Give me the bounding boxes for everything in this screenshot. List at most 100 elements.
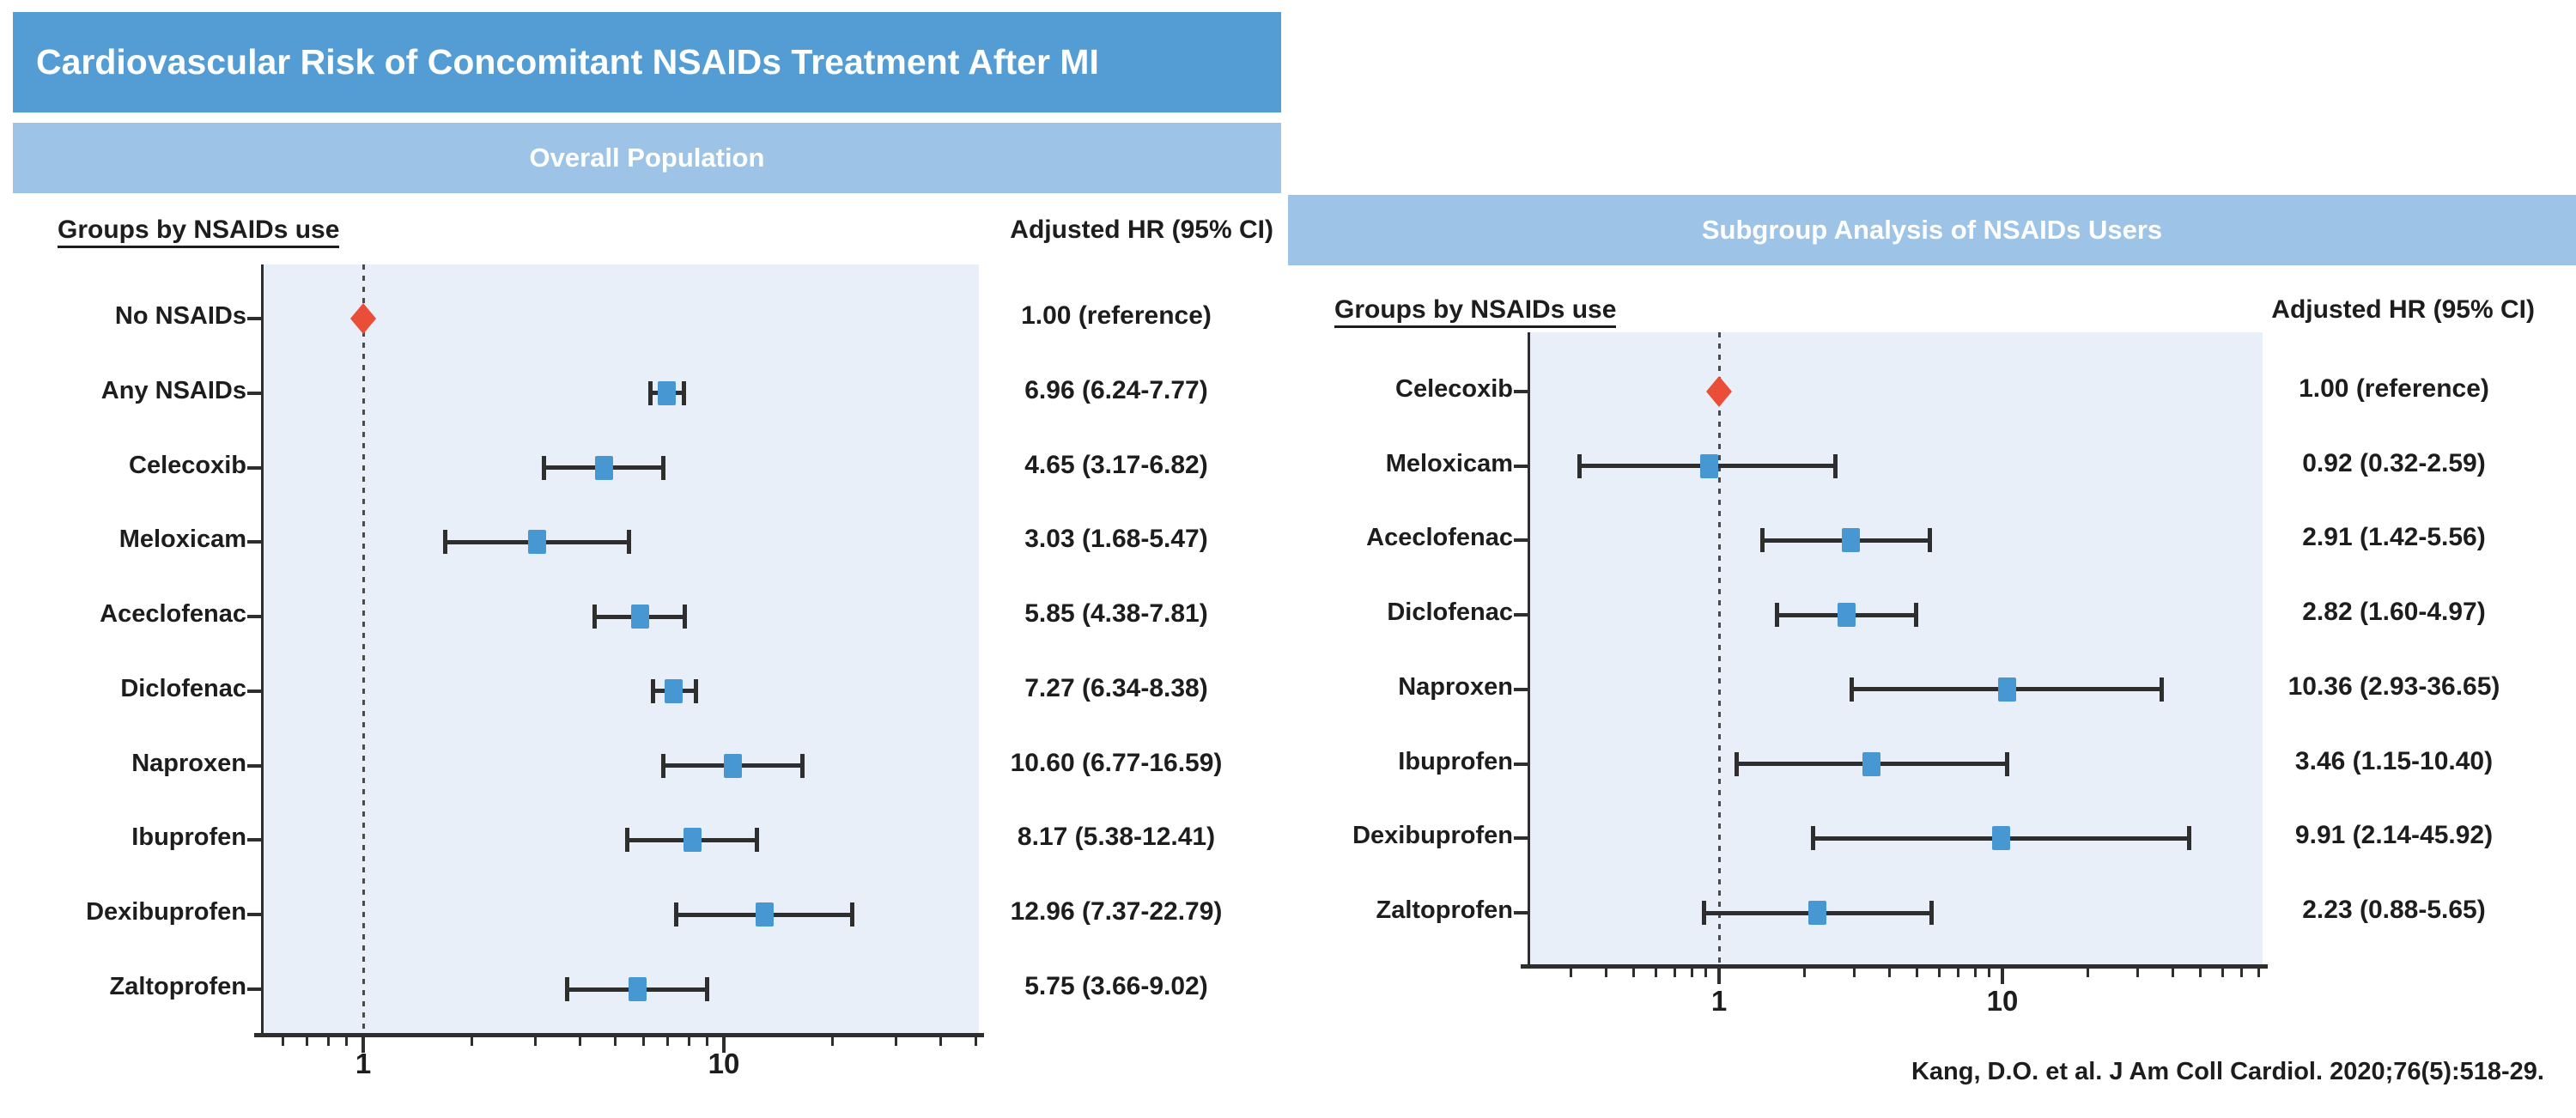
hr-value: 0.92 (0.32-2.59) [2302,448,2486,477]
ci-cap-right [1927,528,1932,553]
x-minor-tick [282,1037,285,1046]
hr-value: 1.00 (reference) [2299,374,2489,403]
x-major-tick [722,1037,726,1053]
row-label: Any NSAIDs [100,376,246,404]
category-tick [1514,836,1528,841]
x-minor-tick [666,1037,670,1046]
category-tick [1514,464,1528,468]
x-minor-tick [1690,969,1693,977]
hr-marker [683,828,702,853]
ci-cap-left [1760,528,1765,553]
ci-cap-left [1735,751,1740,776]
category-tick [247,615,261,619]
category-tick [1514,762,1528,766]
reference-line [361,264,365,1033]
category-tick [247,763,261,768]
category-tick [247,838,261,842]
hr-marker [1699,453,1718,478]
x-minor-tick [1852,969,1856,977]
ci-cap-left [1850,677,1855,702]
x-minor-tick [1938,969,1941,977]
ci-cap-left [564,977,569,1001]
x-minor-tick [1888,969,1892,977]
row-label: Celecoxib [129,451,246,479]
x-minor-tick [687,1037,690,1046]
row-label: Celecoxib [1395,375,1513,403]
hr-marker [658,380,677,405]
ci-cap-left [1577,453,1582,478]
panel-header-subgroup-label: Subgroup Analysis of NSAIDs Users [1701,215,2163,245]
ci-cap-right [1833,453,1838,478]
ci-cap-right [755,828,760,853]
x-axis-tick-label: 1 [355,1048,372,1079]
x-axis-tick-label: 10 [1986,985,2019,1017]
x-minor-tick [1704,969,1708,977]
category-tick [1514,390,1528,393]
hr-marker [1862,751,1881,776]
x-minor-tick [1632,969,1636,977]
ci-cap-left [647,380,653,405]
hr-value: 8.17 (5.38-12.41) [1017,823,1216,852]
ci-cap-right [1913,603,1918,628]
hr-marker [1841,528,1860,553]
row-label: Naproxen [1398,672,1513,701]
x-minor-tick [2136,969,2139,977]
hr-marker [724,753,743,778]
row-label: Naproxen [131,749,246,777]
hr-marker [1838,603,1856,628]
row-label: Meloxicam [118,526,246,554]
row-label: Dexibuprofen [86,898,246,927]
x-minor-tick [579,1037,582,1046]
x-axis-tick-label: 10 [708,1048,740,1079]
x-minor-tick [2240,969,2244,977]
category-tick [247,913,261,917]
x-minor-tick [830,1037,834,1046]
ci-cap-right [2004,751,2009,776]
category-tick [247,465,261,470]
hr-value: 2.82 (1.60-4.97) [2302,598,2486,627]
row-label: No NSAIDs [114,302,246,330]
ci-cap-left [442,530,447,555]
row-label: Ibuprofen [1398,747,1513,775]
hr-marker [628,977,647,1001]
hr-value: 1.00 (reference) [1021,301,1212,330]
category-tick [247,689,261,693]
x-minor-tick [2221,969,2225,977]
right-group-column-header: Groups by NSAIDs use [1334,295,1617,328]
ci-cap-left [660,753,665,778]
hr-value: 7.27 (6.34-8.38) [1024,673,1208,702]
x-minor-tick [1569,969,1572,977]
hr-value: 5.85 (4.38-7.81) [1024,599,1208,629]
x-minor-tick [2172,969,2175,977]
hr-value: 4.65 (3.17-6.82) [1024,450,1208,479]
hr-value: 3.03 (1.68-5.47) [1024,525,1208,554]
category-tick [1514,613,1528,617]
ci-cap-left [1811,826,1816,851]
x-minor-tick [642,1037,646,1046]
right-value-column-header: Adjusted HR (95% CI) [2271,295,2535,324]
row-label: Zaltoprofen [1376,896,1514,924]
figure-title: Cardiovascular Risk of Concomitant NSAID… [36,42,1099,82]
hr-value: 2.23 (0.88-5.65) [2302,896,2486,924]
category-tick [247,540,261,544]
category-tick [1514,687,1528,691]
x-axis-tick-label: 1 [1710,985,1728,1017]
ci-cap-right [1929,901,1935,925]
category-tick [247,987,261,991]
hr-value: 6.96 (6.24-7.77) [1024,375,1208,404]
ci-cap-right [800,753,805,778]
ci-cap-left [674,902,679,927]
x-minor-tick [345,1037,349,1046]
x-minor-tick [533,1037,537,1046]
hr-marker [755,902,774,927]
row-label: Ibuprofen [131,823,246,852]
hr-value: 2.91 (1.42-5.56) [2302,523,2486,552]
hr-value: 10.60 (6.77-16.59) [1010,748,1223,777]
ci-cap-left [624,828,629,853]
figure-title-bar: Cardiovascular Risk of Concomitant NSAID… [13,12,1281,112]
x-minor-tick [470,1037,473,1046]
hr-marker [527,530,546,555]
x-minor-tick [1916,969,1919,977]
reference-line [1717,332,1721,964]
ci-cap-left [592,605,598,629]
